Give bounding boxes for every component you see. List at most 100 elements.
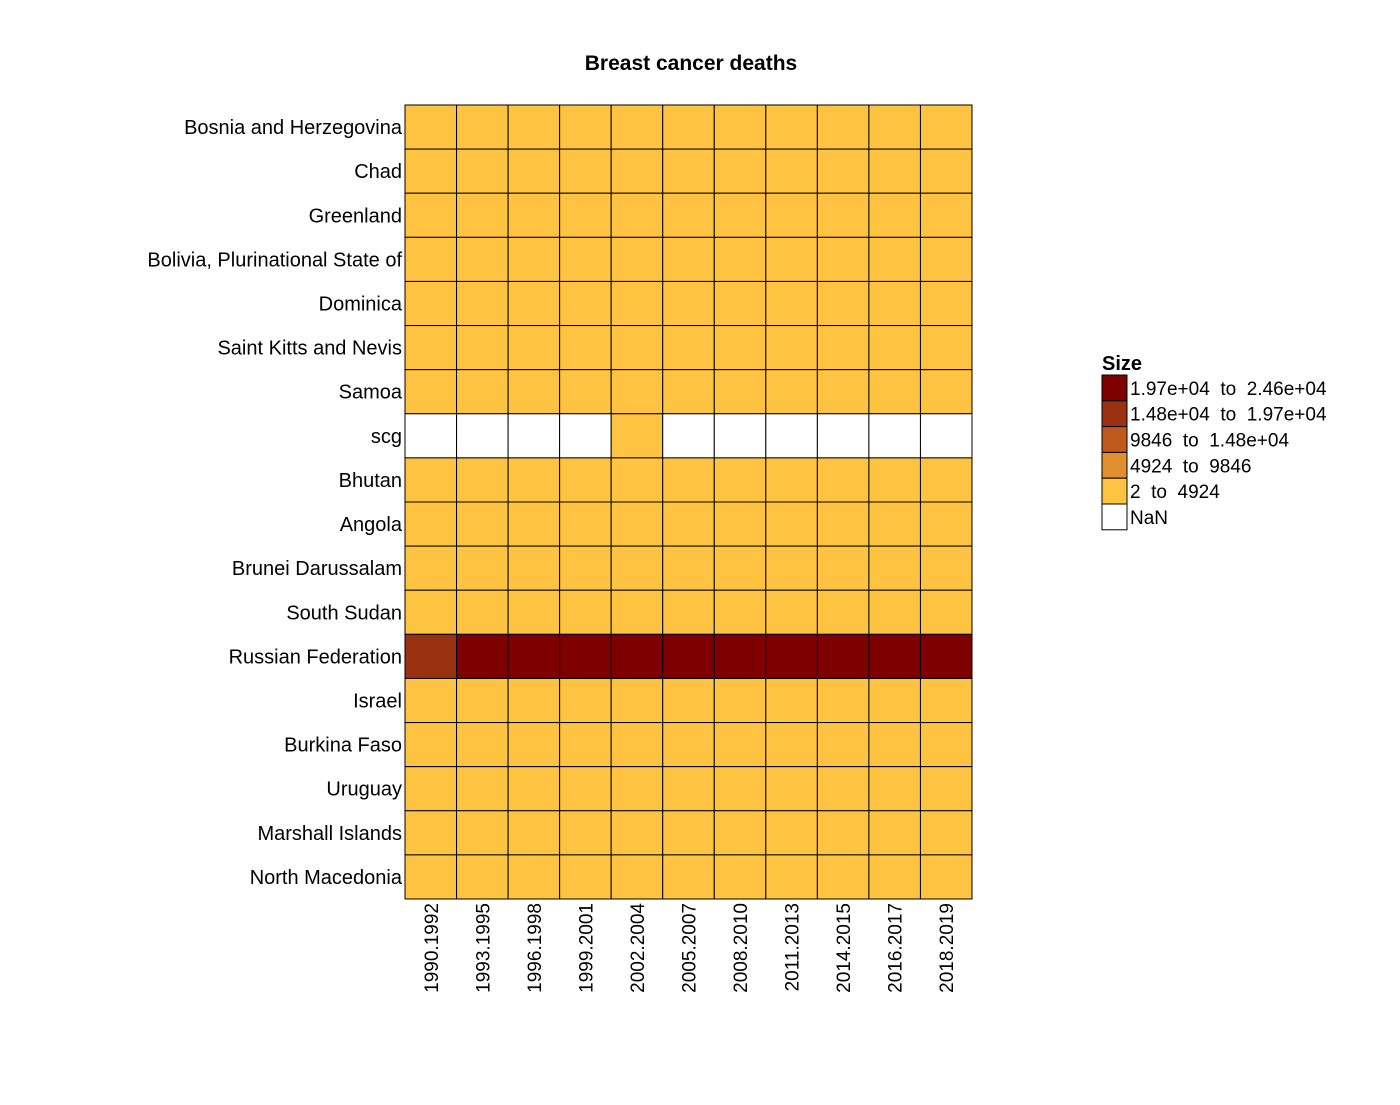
heatmap-cell	[559, 280, 612, 327]
heatmap-cell	[765, 854, 818, 900]
heatmap-cell	[610, 722, 664, 768]
heatmap-cell	[404, 633, 458, 679]
heatmap-cell	[662, 501, 715, 547]
column-label: 2016.2017	[886, 903, 907, 993]
heatmap-cell	[919, 633, 973, 679]
legend-label: 9846 to 1.48e+04	[1130, 431, 1289, 452]
heatmap-cell	[816, 810, 870, 856]
heatmap-cell	[868, 280, 921, 327]
heatmap-cell	[919, 192, 973, 238]
legend-swatch	[1101, 400, 1128, 428]
heatmap-cell	[507, 148, 561, 194]
heatmap-cell	[662, 766, 715, 812]
heatmap-cell	[816, 766, 870, 812]
heatmap-cell	[919, 545, 973, 591]
heatmap-cell	[868, 325, 921, 371]
heatmap-cell	[816, 545, 870, 591]
row-label: Brunei Darussalam	[232, 558, 402, 580]
heatmap-cell	[610, 501, 664, 547]
heatmap-cell	[816, 854, 870, 900]
heatmap-cell	[559, 545, 612, 591]
legend-title: Size	[1102, 353, 1142, 375]
heatmap-cell	[662, 236, 715, 282]
column-label: 1990.1992	[422, 903, 443, 993]
heatmap-cell	[404, 325, 458, 371]
heatmap-cell	[404, 236, 458, 282]
heatmap-cell	[713, 722, 767, 768]
heatmap-cell	[507, 236, 561, 282]
heatmap-cell	[662, 413, 715, 459]
heatmap-cell	[456, 854, 509, 900]
row-label: Chad	[354, 161, 402, 183]
heatmap-cell	[456, 325, 509, 371]
heatmap-cell	[765, 810, 818, 856]
legend-swatch	[1101, 503, 1128, 531]
heatmap-cell	[919, 677, 973, 724]
row-label: Samoa	[339, 382, 403, 404]
heatmap-cell	[919, 766, 973, 812]
heatmap-cell	[765, 722, 818, 768]
heatmap-cell	[662, 677, 715, 724]
heatmap-cell	[507, 633, 561, 679]
heatmap-cell	[404, 413, 458, 459]
heatmap-cell	[507, 722, 561, 768]
heatmap-cell	[765, 501, 818, 547]
heatmap-cell	[765, 280, 818, 327]
heatmap-cell	[919, 369, 973, 415]
heatmap-cell	[610, 369, 664, 415]
row-label: South Sudan	[286, 602, 402, 624]
heatmap-cell	[507, 501, 561, 547]
heatmap-cell	[868, 148, 921, 194]
heatmap-cell	[662, 192, 715, 238]
heatmap-cell	[919, 148, 973, 194]
heatmap-cell	[868, 192, 921, 238]
heatmap-cell	[456, 148, 509, 194]
row-label: Saint Kitts and Nevis	[217, 338, 402, 360]
heatmap-cell	[404, 854, 458, 900]
heatmap-cell	[456, 501, 509, 547]
heatmap-cell	[662, 280, 715, 327]
column-label: 2018.2019	[937, 903, 958, 993]
column-label: 2011.2013	[783, 903, 804, 991]
heatmap-cell	[868, 501, 921, 547]
heatmap-cell	[713, 677, 767, 724]
heatmap-cell	[456, 236, 509, 282]
legend-label: 1.48e+04 to 1.97e+04	[1130, 405, 1327, 426]
heatmap-cell	[610, 633, 664, 679]
heatmap-cell	[610, 810, 664, 856]
heatmap-cell	[713, 280, 767, 327]
legend-label: NaN	[1130, 508, 1168, 529]
heatmap-cell	[919, 280, 973, 327]
heatmap-cell	[559, 501, 612, 547]
heatmap-cell	[559, 148, 612, 194]
heatmap-cell	[456, 722, 509, 768]
heatmap-cell	[868, 104, 921, 150]
heatmap-cell	[662, 854, 715, 900]
heatmap-cell	[610, 766, 664, 812]
heatmap-cell	[919, 457, 973, 503]
heatmap-cell	[662, 810, 715, 856]
heatmap-cell	[816, 369, 870, 415]
column-label: 1999.2001	[576, 903, 597, 993]
row-label: scg	[371, 426, 402, 448]
heatmap-cell	[765, 545, 818, 591]
heatmap-cell	[559, 236, 612, 282]
heatmap-cell	[404, 192, 458, 238]
heatmap-cell	[610, 280, 664, 327]
heatmap-cell	[610, 413, 664, 459]
heatmap-cell	[507, 413, 561, 459]
heatmap-cell	[919, 722, 973, 768]
heatmap-cell	[868, 545, 921, 591]
heatmap-cell	[610, 457, 664, 503]
heatmap-cell	[610, 325, 664, 371]
row-label: Dominica	[319, 294, 403, 316]
heatmap-cell	[816, 104, 870, 150]
heatmap-cell	[404, 280, 458, 327]
heatmap-cell	[559, 722, 612, 768]
heatmap-cell	[559, 104, 612, 150]
row-label: Uruguay	[326, 779, 402, 801]
heatmap-cell	[713, 325, 767, 371]
column-label: 2014.2015	[834, 903, 855, 993]
heatmap-cell	[456, 280, 509, 327]
